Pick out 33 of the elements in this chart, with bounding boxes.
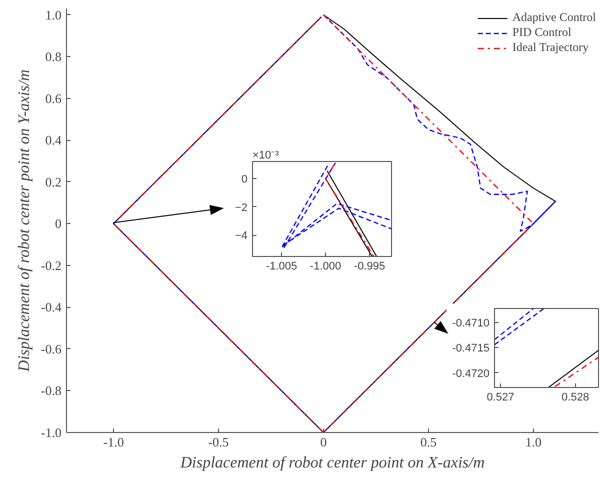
y-tick-label: 0.6 — [45, 90, 62, 106]
annotation: ×10⁻³ — [252, 150, 280, 162]
x-tick-label: 0 — [320, 434, 327, 450]
x-tick-label: -1.005 — [266, 260, 298, 272]
x-axis-title: Displacement of robot center point on X-axis/m — [179, 454, 485, 472]
x-tick-label: 1.0 — [525, 434, 542, 450]
y-tick-label: -0.2 — [40, 258, 62, 273]
y-tick-label: -0.8 — [40, 383, 62, 398]
y-tick-label: 0.8 — [45, 49, 62, 64]
y-tick-label: -1.0 — [40, 425, 62, 440]
y-axis-title: Displacement of robot center point on Y-axis/m — [16, 69, 33, 373]
legend-label: Adaptive Control — [512, 10, 596, 25]
y-tick-label: 1.0 — [45, 7, 62, 22]
y-tick-label: -0.4720 — [452, 368, 490, 380]
x-tick-label: 0.528 — [562, 392, 590, 404]
legend-label: PID Control — [512, 25, 572, 40]
y-tick-label: -0.4 — [40, 300, 62, 315]
legend-label: Ideal Trajectory — [512, 40, 589, 55]
x-tick-label: 0.5 — [420, 434, 437, 450]
y-tick-label: 0.2 — [45, 174, 62, 190]
y-tick-label: -0.4715 — [452, 342, 490, 355]
x-tick-label: -0.5 — [208, 434, 229, 450]
y-tick-label: 0 — [55, 216, 62, 232]
y-tick-label: 0 — [241, 174, 248, 186]
x-tick-label: -1.0 — [103, 434, 124, 450]
y-tick-label: 0.4 — [45, 132, 62, 148]
x-tick-label: 0.527 — [486, 392, 514, 404]
y-tick-label: -0.6 — [40, 341, 62, 356]
x-tick-label: -0.995 — [354, 260, 386, 272]
y-tick-label: −2 — [234, 202, 248, 214]
y-tick-label: -0.4710 — [452, 318, 490, 330]
y-tick-label: −4 — [234, 230, 248, 242]
x-tick-label: -1.000 — [310, 260, 342, 272]
